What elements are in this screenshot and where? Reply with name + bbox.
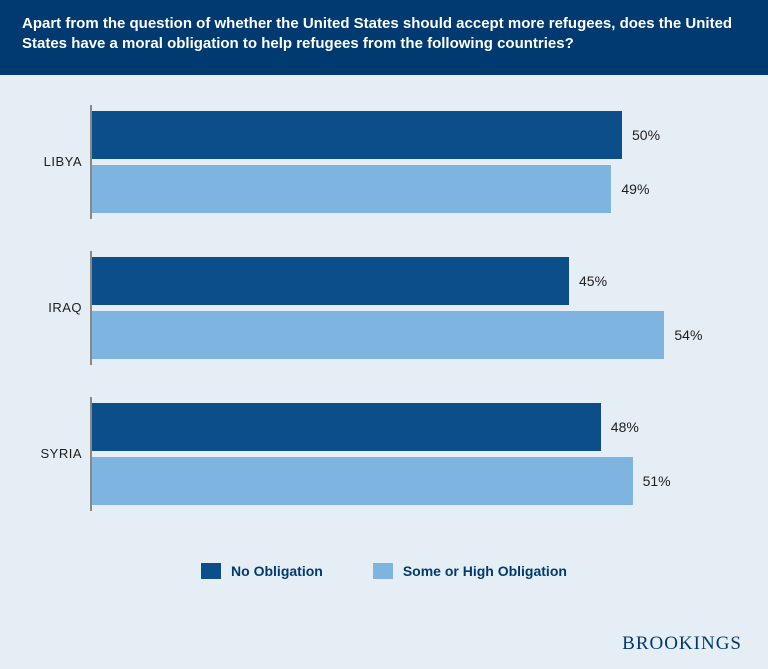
legend-item: Some or High Obligation [373, 563, 567, 579]
chart-area: LIBYA 50% 49% IRAQ 45% 54% SYRIA 48% 51% [0, 75, 768, 553]
bar-row: 45% [92, 257, 728, 305]
bar-row: 50% [92, 111, 728, 159]
bar [92, 311, 664, 359]
legend-item: No Obligation [201, 563, 323, 579]
chart-title: Apart from the question of whether the U… [22, 14, 746, 55]
bar-value-label: 54% [664, 327, 702, 343]
bars-container: 50% 49% [90, 105, 728, 219]
bar-group: SYRIA 48% 51% [10, 397, 728, 511]
bar-value-label: 51% [633, 473, 671, 489]
category-label: SYRIA [10, 446, 90, 461]
bar-value-label: 50% [622, 127, 660, 143]
category-label: LIBYA [10, 154, 90, 169]
category-label: IRAQ [10, 300, 90, 315]
legend: No Obligation Some or High Obligation [0, 563, 768, 579]
bar-row: 49% [92, 165, 728, 213]
bar-row: 54% [92, 311, 728, 359]
bar [92, 457, 633, 505]
bar-row: 48% [92, 403, 728, 451]
bar [92, 111, 622, 159]
source-attribution: BROOKINGS [622, 633, 742, 655]
bars-container: 45% 54% [90, 251, 728, 365]
bar-row: 51% [92, 457, 728, 505]
bar-group: LIBYA 50% 49% [10, 105, 728, 219]
bars-container: 48% 51% [90, 397, 728, 511]
bar [92, 403, 601, 451]
bar-value-label: 49% [611, 181, 649, 197]
chart-header: Apart from the question of whether the U… [0, 0, 768, 75]
bar [92, 257, 569, 305]
bar-value-label: 45% [569, 273, 607, 289]
bar-group: IRAQ 45% 54% [10, 251, 728, 365]
legend-swatch [201, 563, 221, 579]
legend-label: No Obligation [231, 563, 323, 579]
legend-swatch [373, 563, 393, 579]
bar-value-label: 48% [601, 419, 639, 435]
legend-label: Some or High Obligation [403, 563, 567, 579]
bar [92, 165, 611, 213]
